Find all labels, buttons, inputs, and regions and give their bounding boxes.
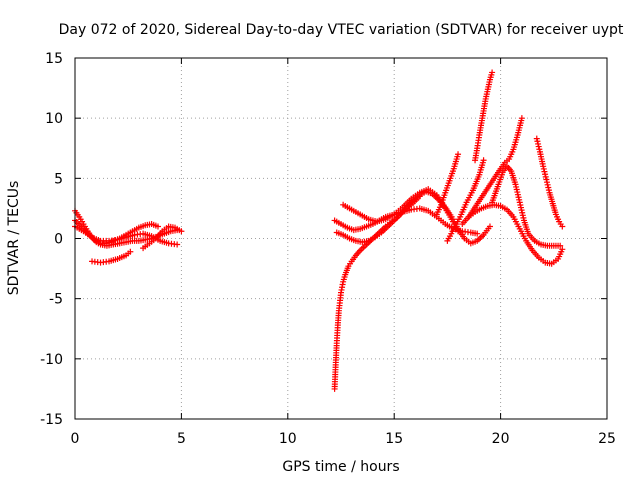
data-point: [455, 151, 462, 158]
data-point: [474, 230, 481, 237]
x-tick-label: 0: [71, 431, 80, 447]
y-tick-label: -5: [49, 292, 63, 308]
data-point: [545, 184, 552, 191]
data-point: [557, 242, 564, 249]
y-tick-label: 10: [45, 111, 63, 127]
series-arc-n: [465, 201, 566, 267]
x-tick-label: 10: [279, 431, 297, 447]
data-point: [174, 241, 181, 248]
data-point: [536, 146, 543, 153]
y-tick-label: 15: [45, 51, 63, 67]
data-marks: [72, 69, 566, 392]
data-point: [535, 140, 542, 147]
y-tick-label: -15: [40, 412, 63, 428]
series-arc-l: [472, 69, 496, 164]
x-axis-label: GPS time / hours: [282, 459, 399, 475]
series-arc-e: [140, 223, 185, 252]
y-tick-label: 0: [54, 232, 63, 248]
y-tick-label: -10: [40, 352, 63, 368]
data-point: [542, 171, 549, 178]
data-point: [542, 173, 549, 180]
x-tick-label: 5: [177, 431, 186, 447]
data-point: [518, 115, 525, 122]
data-point: [480, 157, 487, 164]
data-point: [540, 163, 547, 170]
tick-labels: 0 5 10 15 20 25 -15 -10 -5 0 5 10 15: [40, 51, 616, 447]
data-point: [543, 179, 550, 186]
grid: [75, 58, 607, 419]
series-arc-j: [433, 151, 462, 218]
series-arc-c: [89, 248, 134, 266]
series-arc-p: [533, 135, 566, 230]
data-point: [535, 143, 542, 150]
data-point: [486, 223, 493, 230]
data-point: [489, 69, 496, 76]
series-arc-o: [489, 163, 564, 249]
plot-frame: [74, 57, 608, 420]
data-point: [544, 181, 551, 188]
x-tick-label: 25: [598, 431, 616, 447]
x-tick-label: 20: [492, 431, 510, 447]
data-point: [543, 176, 550, 183]
y-axis-label: SDTVAR / TECUs: [6, 181, 22, 296]
chart-title: Day 072 of 2020, Sidereal Day-to-day VTE…: [59, 22, 624, 38]
data-point: [559, 223, 566, 230]
data-point: [154, 223, 161, 230]
series-arc-m: [459, 115, 525, 228]
data-point: [534, 138, 541, 145]
series-arc-k: [444, 157, 487, 244]
x-tick-label: 15: [385, 431, 403, 447]
y-tick-label: 5: [54, 171, 63, 187]
data-point: [127, 248, 134, 255]
data-point: [540, 165, 547, 172]
data-point: [541, 168, 548, 175]
data-point: [559, 246, 566, 253]
data-point: [545, 187, 552, 194]
data-point: [533, 135, 540, 142]
series-arc-d: [72, 223, 181, 248]
data-point: [178, 228, 185, 235]
